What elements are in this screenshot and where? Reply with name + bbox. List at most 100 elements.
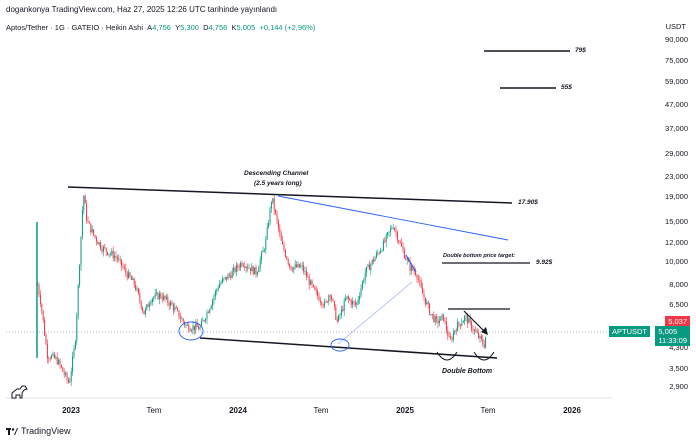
candle-body: [41, 304, 43, 311]
candle-body: [199, 326, 201, 330]
candle-body: [129, 272, 131, 277]
time-tick: Tem: [313, 406, 329, 415]
candle-body: [188, 324, 190, 331]
candle-body: [287, 259, 289, 264]
candle-body: [177, 308, 179, 311]
candle-body: [479, 335, 481, 339]
candle-body: [482, 338, 484, 345]
channel-bottom-line: [199, 337, 498, 359]
candle-body: [160, 293, 162, 298]
candle-body: [69, 381, 71, 383]
price-tick: 23,000: [665, 172, 688, 181]
candle-body: [447, 330, 449, 337]
candle-body: [374, 257, 376, 262]
candle-body: [265, 238, 267, 250]
candle-body: [315, 289, 317, 292]
footer-brand[interactable]: TradingView: [6, 426, 71, 436]
candle-body: [305, 271, 307, 277]
candle-body: [319, 300, 321, 303]
candle-body: [434, 316, 436, 322]
candle-body: [223, 278, 225, 280]
tradingview-logo-icon: [6, 427, 18, 435]
candle-body: [438, 320, 440, 324]
candle-body: [231, 271, 233, 279]
candle-body: [363, 280, 365, 282]
candle-body: [168, 303, 170, 307]
candle-body: [262, 249, 264, 253]
double-bottom-label: Double Bottom: [442, 368, 493, 375]
candle-body: [464, 316, 466, 322]
candle-body: [149, 304, 151, 307]
candle-body: [366, 266, 368, 273]
candle-body: [443, 314, 445, 321]
candle-body: [469, 318, 471, 322]
candle-body: [423, 293, 425, 298]
candle-body: [95, 237, 97, 242]
candle-body: [476, 331, 478, 333]
candle-body: [88, 221, 90, 224]
candle-body: [178, 310, 180, 318]
candle-body: [189, 330, 191, 332]
target-1790-label: 17.90$: [518, 199, 538, 206]
candle-body: [230, 275, 232, 279]
candle-body: [121, 259, 123, 267]
time-tick: Tem: [146, 406, 162, 415]
candle-body: [93, 229, 95, 235]
candle-body: [472, 329, 474, 331]
candle-body: [352, 301, 354, 305]
low-key: D: [203, 23, 209, 32]
candle-body: [276, 213, 278, 221]
candle-body: [465, 315, 467, 317]
candle-body: [294, 264, 296, 268]
candle-body: [67, 379, 69, 383]
change-value: +0,144 (+2,96%): [259, 23, 316, 32]
candle-body: [217, 287, 219, 290]
symbol-legend[interactable]: Aptos/Tether · 1G · GATEIO · Heikin Ashi…: [6, 23, 315, 32]
candle-body: [198, 327, 200, 330]
candle-body: [354, 302, 356, 305]
candle-body: [45, 335, 47, 345]
candle-body: [346, 296, 348, 299]
candle-body: [384, 240, 386, 242]
low-value: 4,756: [208, 23, 228, 32]
candle-body: [361, 281, 363, 289]
candle-body: [101, 248, 103, 252]
price-tick: 47,000: [665, 100, 688, 109]
candle-body: [174, 307, 176, 311]
candle-body: [300, 266, 302, 268]
candle-body: [97, 241, 99, 245]
channel-title: Descending Channel: [244, 170, 309, 177]
candle-body: [353, 301, 355, 303]
candle-body: [297, 263, 299, 268]
candle-body: [368, 264, 370, 271]
candle-body: [163, 295, 165, 300]
candle-body: [219, 284, 221, 288]
candle-body: [94, 234, 96, 238]
candle-body: [385, 234, 387, 242]
candle-body: [193, 325, 195, 330]
candle-body: [329, 295, 331, 297]
candle-body: [433, 314, 435, 322]
candle-body: [123, 267, 125, 269]
candle-body: [445, 321, 447, 331]
candle-body: [429, 303, 431, 315]
candle-body: [125, 268, 127, 273]
candle-body: [202, 320, 204, 322]
candle-body: [339, 315, 341, 316]
candle-body: [282, 240, 284, 245]
candle-body: [396, 232, 398, 241]
candle-body: [128, 272, 130, 279]
price-tick: 10,000: [665, 257, 688, 266]
candle-body: [214, 291, 216, 297]
symbol-tag[interactable]: APTUSDT: [609, 326, 651, 337]
candle-body: [119, 258, 121, 260]
candle-body: [42, 310, 44, 321]
price-tick: 4,300: [669, 343, 688, 352]
candle-body: [412, 266, 414, 271]
candle-body: [473, 329, 475, 331]
candle-body: [342, 309, 344, 311]
candle-body: [100, 242, 102, 249]
candle-body: [392, 227, 394, 229]
price-tick: 8,000: [669, 280, 688, 289]
